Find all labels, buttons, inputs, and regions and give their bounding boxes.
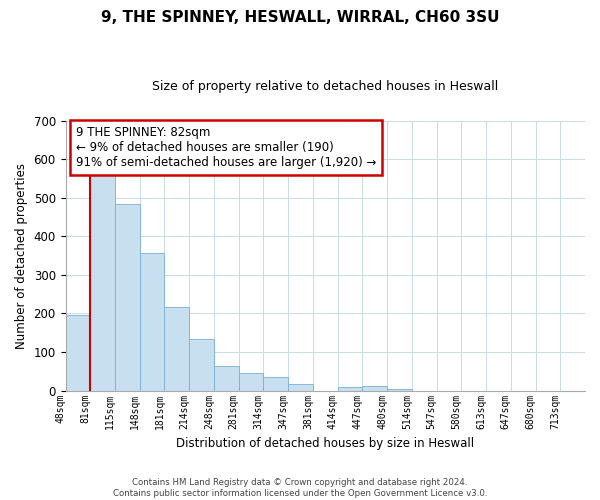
Bar	[387, 388, 412, 390]
Bar	[214, 366, 239, 390]
Bar	[362, 386, 387, 390]
Bar	[239, 373, 263, 390]
Bar	[164, 308, 189, 390]
Text: 9, THE SPINNEY, HESWALL, WIRRAL, CH60 3SU: 9, THE SPINNEY, HESWALL, WIRRAL, CH60 3S…	[101, 10, 499, 25]
Bar	[90, 167, 115, 390]
Bar	[189, 338, 214, 390]
Bar	[338, 387, 362, 390]
Y-axis label: Number of detached properties: Number of detached properties	[15, 162, 28, 348]
Bar	[263, 377, 288, 390]
Title: Size of property relative to detached houses in Heswall: Size of property relative to detached ho…	[152, 80, 499, 93]
Bar	[140, 253, 164, 390]
Text: Contains HM Land Registry data © Crown copyright and database right 2024.
Contai: Contains HM Land Registry data © Crown c…	[113, 478, 487, 498]
Bar	[65, 316, 90, 390]
Text: 9 THE SPINNEY: 82sqm
← 9% of detached houses are smaller (190)
91% of semi-detac: 9 THE SPINNEY: 82sqm ← 9% of detached ho…	[76, 126, 376, 169]
Bar	[115, 204, 140, 390]
Bar	[288, 384, 313, 390]
X-axis label: Distribution of detached houses by size in Heswall: Distribution of detached houses by size …	[176, 437, 475, 450]
